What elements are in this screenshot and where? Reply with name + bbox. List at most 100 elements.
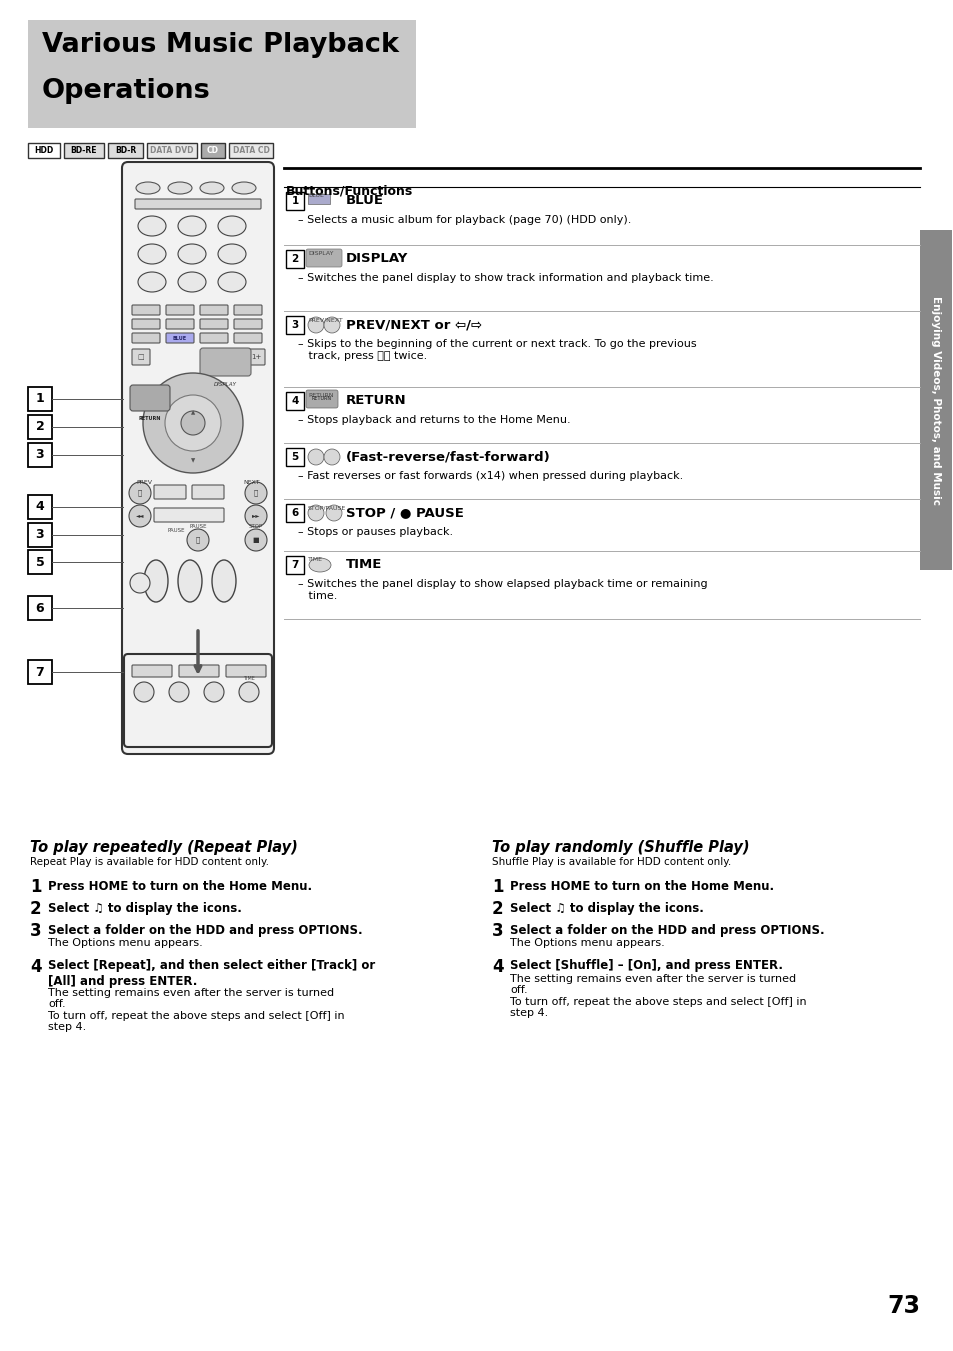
FancyBboxPatch shape xyxy=(153,485,186,499)
FancyBboxPatch shape xyxy=(124,654,272,747)
Text: Select a folder on the HDD and press OPTIONS.: Select a folder on the HDD and press OPT… xyxy=(48,924,362,938)
FancyBboxPatch shape xyxy=(200,349,251,376)
Text: 3: 3 xyxy=(35,528,44,542)
Bar xyxy=(286,250,304,267)
FancyBboxPatch shape xyxy=(135,199,261,209)
Circle shape xyxy=(324,449,339,465)
Bar xyxy=(28,443,52,467)
Circle shape xyxy=(129,482,151,504)
Text: 4: 4 xyxy=(492,958,503,975)
Text: 1+: 1+ xyxy=(251,354,261,359)
Text: BD-R: BD-R xyxy=(114,146,136,155)
Text: Press HOME to turn on the Home Menu.: Press HOME to turn on the Home Menu. xyxy=(510,880,773,893)
Text: PAUSE: PAUSE xyxy=(189,523,207,528)
Circle shape xyxy=(326,505,341,521)
Ellipse shape xyxy=(144,561,168,603)
Text: STOP / ● PAUSE: STOP / ● PAUSE xyxy=(346,507,463,520)
Ellipse shape xyxy=(136,182,160,195)
Text: CD: CD xyxy=(207,146,219,155)
FancyBboxPatch shape xyxy=(179,665,219,677)
Text: BLUE: BLUE xyxy=(346,195,384,208)
Circle shape xyxy=(187,530,209,551)
Text: BLUE: BLUE xyxy=(172,335,187,340)
Text: PREV/NEXT: PREV/NEXT xyxy=(308,317,342,322)
Text: Buttons/Functions: Buttons/Functions xyxy=(286,184,413,197)
Text: Select a folder on the HDD and press OPTIONS.: Select a folder on the HDD and press OPT… xyxy=(510,924,823,938)
Circle shape xyxy=(245,482,267,504)
Text: (Fast-reverse/fast-forward): (Fast-reverse/fast-forward) xyxy=(346,450,550,463)
Text: ◄◄: ◄◄ xyxy=(135,513,144,519)
Bar xyxy=(28,415,52,439)
Text: PREV: PREV xyxy=(136,481,152,485)
Ellipse shape xyxy=(232,182,255,195)
Text: ▲: ▲ xyxy=(191,411,195,416)
Circle shape xyxy=(143,373,243,473)
Bar xyxy=(919,230,951,570)
Text: PAUSE: PAUSE xyxy=(167,528,185,534)
Text: TIME: TIME xyxy=(243,676,254,681)
Text: 2: 2 xyxy=(30,900,42,917)
Text: NEXT: NEXT xyxy=(243,481,260,485)
Ellipse shape xyxy=(212,561,235,603)
FancyBboxPatch shape xyxy=(233,305,262,315)
Circle shape xyxy=(324,317,339,332)
Circle shape xyxy=(308,317,324,332)
Circle shape xyxy=(129,505,151,527)
FancyBboxPatch shape xyxy=(166,319,193,330)
Bar xyxy=(28,20,416,128)
Circle shape xyxy=(239,682,258,703)
Circle shape xyxy=(308,505,324,521)
Bar xyxy=(308,195,330,204)
Text: ■: ■ xyxy=(253,536,259,543)
Ellipse shape xyxy=(178,272,206,292)
Ellipse shape xyxy=(178,561,202,603)
Ellipse shape xyxy=(178,216,206,236)
Circle shape xyxy=(133,682,153,703)
Text: RETURN: RETURN xyxy=(312,396,332,401)
Text: DATA DVD: DATA DVD xyxy=(150,146,193,155)
Text: – Switches the panel display to show elapsed playback time or remaining
   time.: – Switches the panel display to show ela… xyxy=(297,580,707,601)
Text: 3: 3 xyxy=(291,320,298,330)
Text: TIME: TIME xyxy=(346,558,382,571)
Bar xyxy=(147,143,196,158)
Ellipse shape xyxy=(218,216,246,236)
FancyBboxPatch shape xyxy=(192,485,224,499)
Text: 6: 6 xyxy=(291,508,298,517)
Text: TIME: TIME xyxy=(308,557,323,562)
Text: ▼: ▼ xyxy=(191,458,195,463)
Text: RETURN: RETURN xyxy=(346,394,406,408)
Bar xyxy=(286,316,304,334)
Text: 6: 6 xyxy=(35,601,44,615)
Text: 2: 2 xyxy=(492,900,503,917)
Ellipse shape xyxy=(138,216,166,236)
Circle shape xyxy=(169,682,189,703)
Text: 3: 3 xyxy=(492,921,503,940)
Text: – Skips to the beginning of the current or next track. To go the previous
   tra: – Skips to the beginning of the current … xyxy=(297,339,696,361)
FancyBboxPatch shape xyxy=(132,349,150,365)
FancyBboxPatch shape xyxy=(122,162,274,754)
FancyBboxPatch shape xyxy=(200,319,228,330)
Ellipse shape xyxy=(178,245,206,263)
FancyBboxPatch shape xyxy=(200,332,228,343)
Text: – Stops or pauses playback.: – Stops or pauses playback. xyxy=(297,527,453,536)
Text: PREV/NEXT or ⇦/⇨: PREV/NEXT or ⇦/⇨ xyxy=(346,319,481,331)
Text: ⏸: ⏸ xyxy=(195,536,200,543)
Circle shape xyxy=(245,505,267,527)
Ellipse shape xyxy=(309,558,331,571)
Bar xyxy=(286,504,304,521)
FancyBboxPatch shape xyxy=(132,319,160,330)
Bar xyxy=(286,449,304,466)
Text: The setting remains even after the server is turned
off.
To turn off, repeat the: The setting remains even after the serve… xyxy=(510,974,806,1019)
Circle shape xyxy=(181,411,205,435)
Text: 1: 1 xyxy=(492,878,503,896)
Text: DISPLAY: DISPLAY xyxy=(346,253,408,266)
Bar xyxy=(28,523,52,547)
Bar xyxy=(28,494,52,519)
Bar xyxy=(28,550,52,574)
Text: HDD: HDD xyxy=(34,146,53,155)
Text: 1: 1 xyxy=(291,196,298,205)
Text: 4: 4 xyxy=(291,396,298,407)
Text: 4: 4 xyxy=(30,958,42,975)
FancyBboxPatch shape xyxy=(130,385,170,411)
Text: Various Music Playback: Various Music Playback xyxy=(42,32,398,58)
